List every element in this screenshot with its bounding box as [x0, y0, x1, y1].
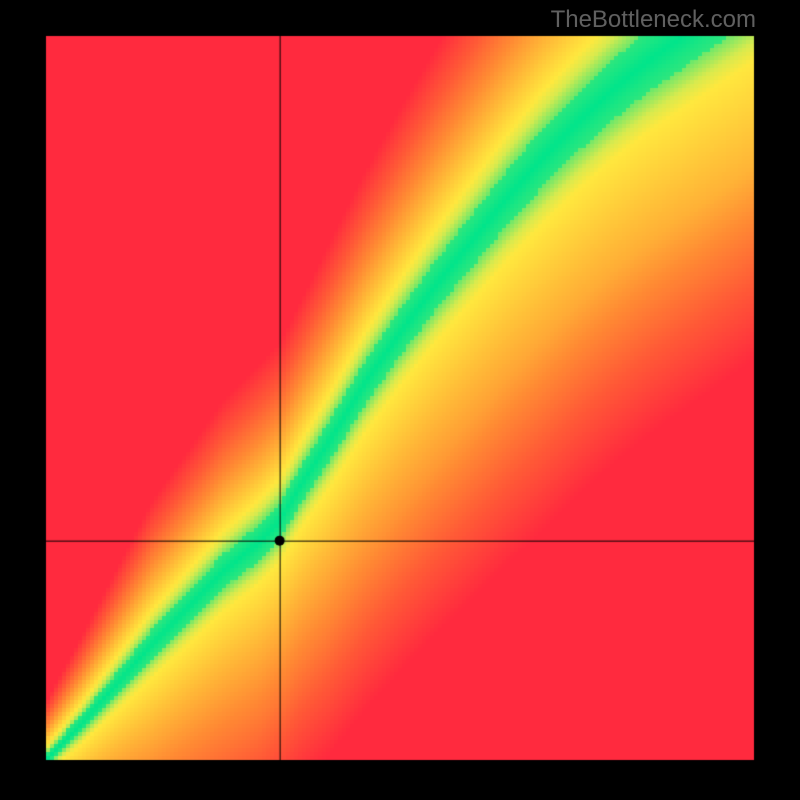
chart-container: TheBottleneck.com: [0, 0, 800, 800]
bottleneck-heatmap: [0, 0, 800, 800]
watermark-text: TheBottleneck.com: [551, 6, 756, 34]
